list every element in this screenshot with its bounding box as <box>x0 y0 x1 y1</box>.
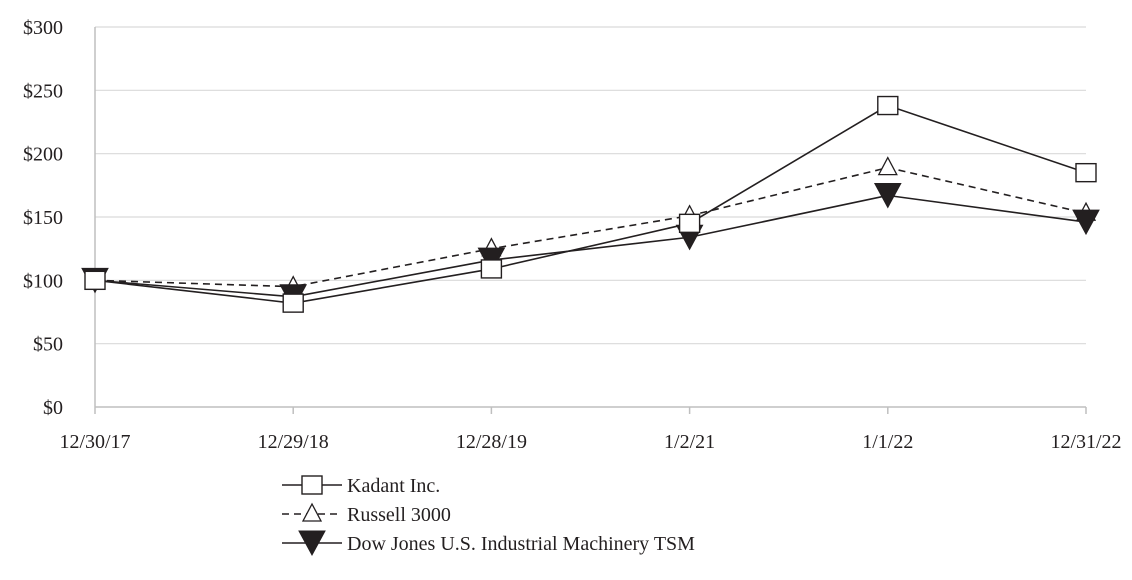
y-tick-label: $50 <box>33 334 63 356</box>
y-axis-tick-labels: $0 $50 $100 $150 $200 $250 $300 <box>23 17 63 419</box>
axes <box>94 27 1087 414</box>
y-tick-label: $150 <box>23 207 63 229</box>
series-line-1 <box>94 104 1087 304</box>
y-tick-label: $300 <box>23 17 63 39</box>
x-tick-label: 12/31/22 <box>1050 431 1121 453</box>
y-tick-label: $0 <box>43 397 63 419</box>
legend-label: Dow Jones U.S. Industrial Machinery TSM <box>347 533 695 555</box>
x-tick-label: 12/28/19 <box>456 431 527 453</box>
data-point-square-marker <box>282 293 304 313</box>
data-point-triangle-marker <box>301 502 323 522</box>
x-tick-label: 12/29/18 <box>258 431 329 453</box>
data-point-square-marker <box>84 270 106 291</box>
y-tick-label: $200 <box>23 144 63 166</box>
data-point-down-triangle-marker <box>873 182 902 209</box>
legend-label: Russell 3000 <box>347 504 451 526</box>
series-group <box>81 95 1100 313</box>
data-point-down-triangle-marker <box>1072 209 1100 236</box>
legend-label: Kadant Inc. <box>347 475 440 497</box>
data-point-square-marker <box>877 95 899 116</box>
x-tick-label: 12/30/17 <box>59 431 130 453</box>
data-point-down-triangle-marker <box>298 530 326 557</box>
legend: Kadant Inc. Russell 3000 Dow Jones U.S. In… <box>282 475 695 557</box>
y-tick-label: $100 <box>23 270 63 292</box>
data-point-square-marker <box>480 259 503 279</box>
data-point-square-marker <box>301 475 323 495</box>
series-line-3 <box>94 194 1087 298</box>
x-axis-tick-labels: 12/30/17 12/29/18 12/28/19 1/2/21 1/1/22 12/3… <box>59 431 1121 453</box>
data-point-square-marker <box>678 213 701 234</box>
x-tick-label: 1/1/22 <box>862 431 913 453</box>
data-point-triangle-marker <box>877 156 898 176</box>
gridlines <box>95 26 1086 345</box>
y-tick-label: $250 <box>23 80 63 102</box>
x-tick-label: 1/2/21 <box>664 431 715 453</box>
data-point-square-marker <box>1075 162 1097 183</box>
series-line-2 <box>94 166 1087 288</box>
